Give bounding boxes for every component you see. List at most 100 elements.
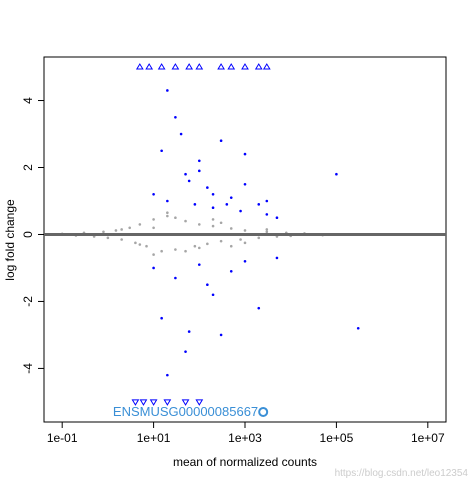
triangle-marker xyxy=(157,63,166,70)
triangle-marker xyxy=(135,63,144,70)
point xyxy=(145,244,148,248)
point xyxy=(174,216,177,220)
point xyxy=(197,246,201,250)
point xyxy=(229,270,233,273)
triangle-marker xyxy=(195,63,204,70)
point xyxy=(174,276,177,280)
triangle-marker xyxy=(181,399,190,406)
point xyxy=(184,350,187,353)
triangle-marker xyxy=(227,63,236,70)
point xyxy=(138,223,142,226)
point xyxy=(166,373,169,377)
point xyxy=(211,218,215,221)
point xyxy=(179,132,183,136)
y-axis-label: log fold change xyxy=(3,199,17,281)
watermark: https://blog.csdn.net/leo12354 xyxy=(335,468,469,479)
x-tick-label: 1e+03 xyxy=(228,431,262,445)
point xyxy=(219,221,223,225)
point xyxy=(219,239,223,243)
point xyxy=(225,203,229,206)
point xyxy=(197,263,201,266)
x-tick-label: 1e+01 xyxy=(137,431,171,445)
y-tick-label: 2 xyxy=(21,164,35,171)
point xyxy=(187,179,191,183)
point xyxy=(160,316,163,320)
triangle-marker xyxy=(171,63,180,70)
triangle-marker xyxy=(163,399,172,406)
point xyxy=(206,186,209,189)
point xyxy=(174,115,177,119)
x-tick-label: 1e+07 xyxy=(411,431,445,445)
point xyxy=(193,203,197,206)
point xyxy=(152,253,155,256)
point xyxy=(229,244,233,248)
y-tick-label: -2 xyxy=(21,296,35,307)
triangle-marker xyxy=(149,399,158,406)
point xyxy=(193,244,197,248)
triangle-marker xyxy=(262,63,271,70)
point xyxy=(184,219,187,223)
point xyxy=(138,243,142,246)
point xyxy=(120,238,123,241)
point xyxy=(211,293,215,297)
point xyxy=(243,259,247,263)
plot-frame xyxy=(43,56,447,423)
point xyxy=(120,228,123,231)
y-tick-label: 4 xyxy=(21,97,35,104)
triangle-marker xyxy=(131,399,140,406)
point xyxy=(275,216,279,220)
x-tick-label: 1e+05 xyxy=(320,431,354,445)
triangle-marker xyxy=(241,63,249,70)
point xyxy=(257,236,261,240)
point xyxy=(197,223,201,226)
point xyxy=(160,249,163,253)
triangle-marker xyxy=(145,63,154,70)
point xyxy=(229,196,233,199)
point xyxy=(243,152,247,156)
point xyxy=(243,229,247,232)
point xyxy=(152,266,155,270)
point-label: ENSMUSG00000085667 xyxy=(113,404,258,419)
point xyxy=(243,182,247,186)
point xyxy=(265,213,269,216)
point xyxy=(166,211,169,215)
point xyxy=(211,206,215,209)
x-tick-label: 1e-01 xyxy=(47,431,78,445)
point xyxy=(134,241,137,245)
point xyxy=(206,242,209,246)
point xyxy=(184,249,187,253)
point xyxy=(257,203,261,206)
point xyxy=(114,229,118,232)
point xyxy=(239,209,242,213)
y-tick-label: 0 xyxy=(21,231,35,238)
point xyxy=(356,326,360,330)
point xyxy=(106,236,110,240)
point xyxy=(265,199,269,203)
point xyxy=(166,214,169,218)
point xyxy=(166,199,169,203)
point xyxy=(335,172,338,176)
point xyxy=(265,228,269,231)
point xyxy=(219,139,223,143)
point xyxy=(219,333,223,337)
point xyxy=(166,89,169,92)
point xyxy=(152,192,155,196)
x-axis-label: mean of normalized counts xyxy=(173,455,317,469)
point xyxy=(102,230,105,234)
point xyxy=(257,306,261,310)
triangle-marker xyxy=(195,399,204,406)
point xyxy=(197,169,201,173)
point xyxy=(152,218,155,221)
point xyxy=(152,226,155,230)
point xyxy=(128,226,131,230)
triangle-marker xyxy=(139,399,148,406)
point xyxy=(243,241,247,245)
point xyxy=(160,149,163,153)
triangle-marker xyxy=(217,63,225,70)
plot-area: ENSMUSG00000085667 xyxy=(44,63,446,419)
point xyxy=(229,227,233,230)
point xyxy=(239,238,242,241)
point xyxy=(275,256,279,260)
point xyxy=(174,248,177,251)
